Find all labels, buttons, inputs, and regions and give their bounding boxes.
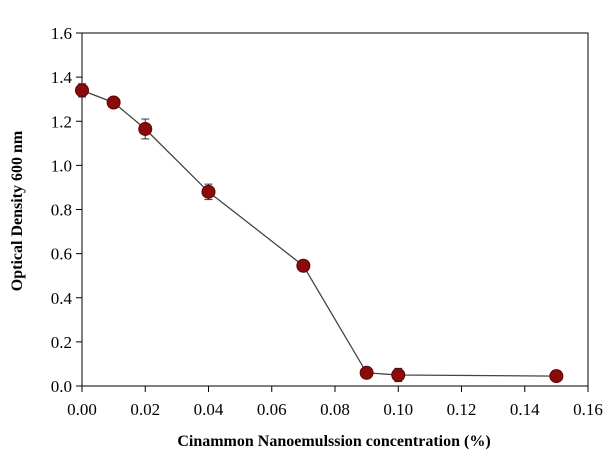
y-tick-label: 1.0 — [51, 156, 72, 175]
y-tick-label: 0.8 — [51, 201, 72, 220]
y-tick-label: 0.6 — [51, 245, 72, 264]
data-point — [391, 367, 406, 382]
data-series — [75, 83, 564, 384]
x-tick-label: 0.04 — [194, 400, 224, 419]
data-point — [549, 369, 564, 384]
x-tick-label: 0.06 — [257, 400, 287, 419]
y-tick-label: 0.0 — [51, 377, 72, 396]
x-axis: 0.00 0.02 0.04 0.06 0.08 0.10 0.12 0.14 0.16 — [67, 386, 603, 419]
data-point — [359, 365, 374, 380]
data-point — [75, 83, 89, 98]
y-tick-label: 1.6 — [51, 24, 72, 43]
y-tick-label: 1.2 — [51, 112, 72, 131]
x-tick-label: 0.16 — [573, 400, 603, 419]
series-line — [81, 89, 557, 377]
y-axis-title: Optical Density 600 nm — [9, 130, 26, 291]
y-tick-label: 0.4 — [51, 289, 73, 308]
x-axis-title: Cinammon Nanoemulssion concentration (%) — [177, 433, 490, 450]
y-axis: 0.0 0.2 0.4 0.6 0.8 1.0 1.2 1.4 1.6 — [51, 24, 82, 396]
plot-border — [81, 32, 589, 387]
data-point — [296, 258, 311, 273]
x-tick-label: 0.12 — [447, 400, 477, 419]
x-tick-label: 0.14 — [510, 400, 540, 419]
x-tick-label: 0.02 — [130, 400, 160, 419]
x-tick-label: 0.00 — [67, 400, 97, 419]
data-point — [138, 121, 153, 136]
y-tick-label: 0.2 — [51, 333, 72, 352]
x-tick-label: 0.08 — [320, 400, 350, 419]
plot-area — [81, 32, 589, 387]
data-point — [201, 184, 216, 199]
y-tick-label: 1.4 — [51, 68, 73, 87]
data-point — [106, 95, 121, 110]
x-tick-label: 0.10 — [383, 400, 413, 419]
